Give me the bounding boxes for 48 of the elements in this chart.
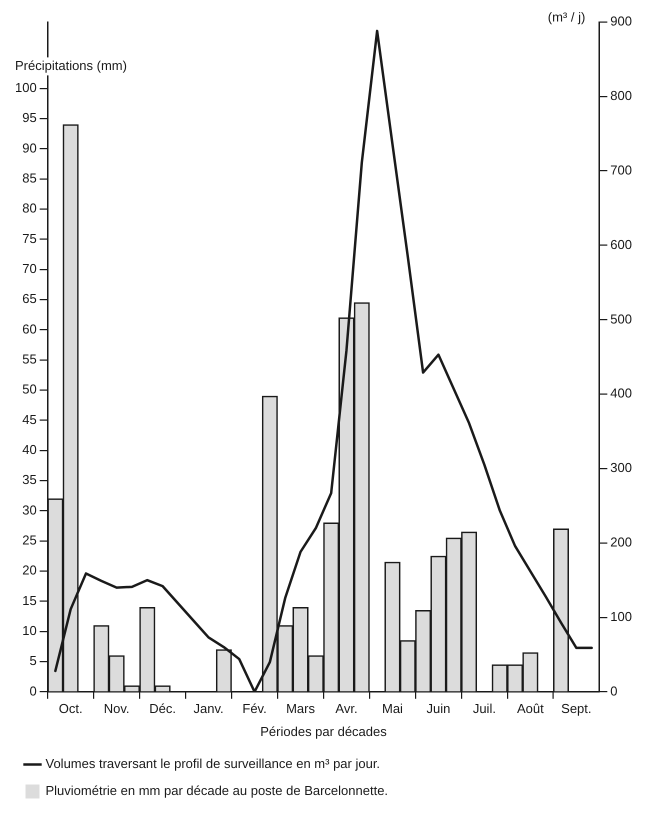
y2-tick-label: 900 [610, 14, 632, 29]
y-tick-label: 70 [22, 260, 37, 276]
y-tick-label: 40 [22, 442, 37, 458]
legend-label: Volumes traversant le profil de surveillance en m³ par jour. [46, 756, 380, 772]
y-tick-label: 0 [29, 683, 37, 698]
y2-tick-label: 800 [610, 88, 632, 103]
x-tick-label: Sept. [561, 701, 592, 716]
y-tick-label: 20 [22, 562, 37, 578]
y2-tick-label: 500 [610, 311, 632, 326]
y-tick-label: 10 [22, 623, 37, 638]
y2-tick-label: 600 [610, 236, 632, 252]
x-tick-label: Avr. [335, 701, 358, 716]
x-tick-label: Oct. [58, 701, 83, 716]
x-tick-label: Mai [382, 701, 404, 716]
x-tick-label: Nov. [104, 701, 130, 716]
y-tick-label: 50 [22, 382, 37, 397]
y-tick-label: 90 [22, 140, 37, 156]
y2-tick-label: 200 [610, 534, 632, 550]
y-tick-label: 65 [22, 291, 37, 306]
y-tick-label: 85 [22, 170, 37, 186]
y-tick-label: 60 [22, 321, 37, 336]
x-tick-label: Juin [426, 701, 450, 716]
x-tick-label: Août [516, 701, 544, 716]
y2-tick-label: 300 [610, 460, 632, 476]
y-tick-label: 30 [22, 502, 37, 518]
x-tick-label: Janv. [194, 701, 224, 716]
y2-tick-label: 100 [610, 608, 632, 624]
legend-label: Pluviométrie en mm par décade au poste de Barcelonnette. [46, 783, 388, 798]
y2-axis-title: (m³ / j) [548, 10, 586, 25]
y-axis-title: Précipitations (mm) [15, 58, 127, 73]
x-tick-label: Mars [286, 701, 316, 716]
y-tick-label: 55 [22, 351, 37, 366]
x-tick-label: Juil. [472, 701, 496, 716]
y2-tick-label: 700 [610, 162, 632, 178]
y-tick-label: 80 [22, 200, 37, 216]
y-tick-label: 5 [29, 653, 37, 668]
y-tick-label: 15 [22, 592, 37, 608]
x-tick-label: Fév. [242, 701, 267, 716]
y-tick-label: 25 [22, 532, 37, 548]
x-axis-title: Périodes par décades [260, 724, 388, 739]
y-tick-label: 100 [14, 80, 37, 95]
x-tick-label: Déc. [149, 701, 176, 716]
y2-tick-label: 400 [610, 386, 632, 401]
y-tick-label: 75 [22, 230, 37, 246]
y-tick-label: 45 [22, 412, 37, 427]
y2-tick-label: 0 [610, 683, 618, 698]
y-tick-label: 95 [22, 110, 37, 126]
y-tick-label: 35 [22, 472, 37, 488]
